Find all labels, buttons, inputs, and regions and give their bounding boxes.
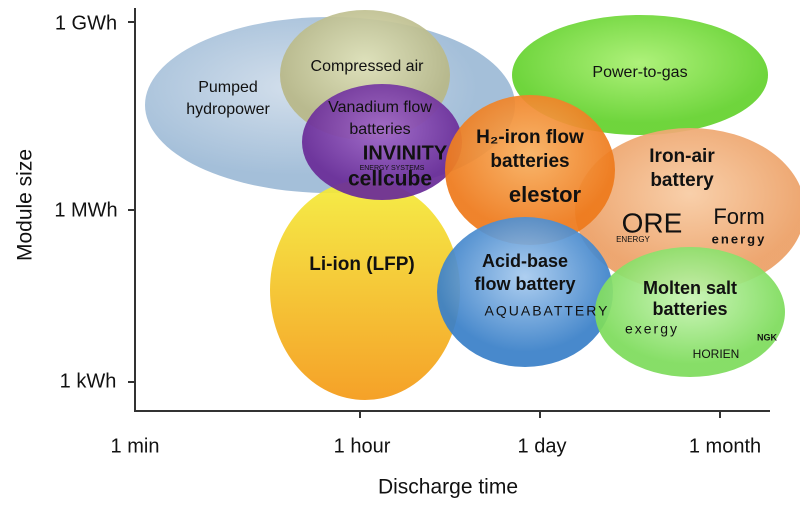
region-label: battery (650, 170, 714, 191)
region (445, 95, 615, 245)
logo: Form (713, 204, 764, 229)
region-label: Power-to-gas (592, 64, 687, 81)
logo: energy (712, 231, 767, 246)
logo: ENERGY SYSTEMS (360, 165, 425, 172)
region (302, 84, 462, 200)
region-label: hydropower (186, 101, 270, 118)
region (575, 128, 800, 292)
region (437, 217, 613, 367)
x-axis-title: Discharge time (378, 476, 518, 499)
x-tick-label: 1 day (518, 435, 567, 457)
x-tick-label: 1 hour (334, 435, 391, 457)
logo: elestor (509, 182, 582, 207)
region (595, 247, 785, 377)
logo: INVINITY (363, 142, 448, 164)
y-tick-label: 1 GWh (55, 12, 117, 34)
region-label: Vanadium flow (328, 99, 432, 116)
region (512, 15, 768, 135)
region-label: Pumped (198, 79, 258, 96)
logo: AQUABATTERY (485, 303, 610, 319)
logo: NGK (757, 332, 778, 342)
region-label: Li-ion (LFP) (309, 254, 415, 275)
logo: exergy (625, 321, 679, 337)
region (270, 180, 460, 400)
y-axis-title: Module size (14, 149, 37, 261)
region-label: H₂-iron flow (476, 127, 584, 148)
x-tick-label: 1 min (111, 435, 160, 457)
region-label: Molten salt (643, 278, 737, 298)
y-tick-label: 1 kWh (60, 370, 117, 392)
region-label: Iron-air (649, 146, 715, 167)
axes (128, 8, 770, 418)
region-label: Compressed air (311, 58, 425, 75)
region-label: Acid-base (482, 251, 568, 271)
y-tick-label: 1 MWh (54, 199, 117, 221)
region-label: batteries (349, 121, 410, 138)
region-label: batteries (652, 299, 727, 319)
regions (145, 10, 800, 400)
logo: ENERGY (616, 235, 650, 244)
region-label: batteries (490, 151, 569, 172)
x-tick-label: 1 month (689, 435, 761, 457)
logo: cellcube (348, 168, 432, 191)
logo: ORE (622, 207, 683, 238)
logo: HORIEN (693, 347, 740, 361)
region-label: flow battery (474, 274, 575, 294)
